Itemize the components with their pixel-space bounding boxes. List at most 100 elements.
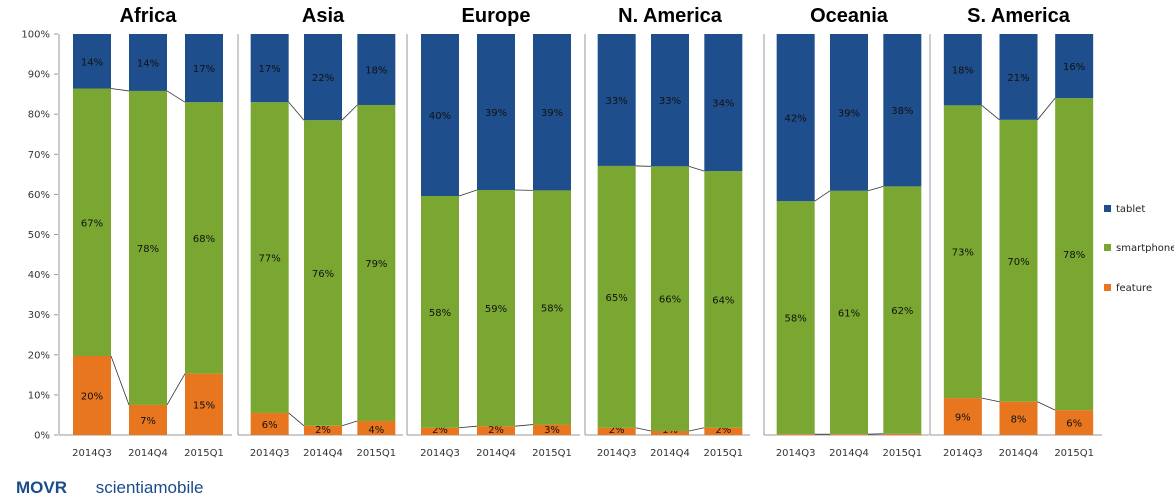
bar-feature bbox=[357, 420, 396, 435]
data-label-smartphone: 78% bbox=[1063, 250, 1085, 261]
x-category-label: 2014Q3 bbox=[250, 448, 290, 459]
data-label-tablet: 17% bbox=[193, 64, 215, 75]
data-label-feature: 4% bbox=[368, 425, 384, 436]
legend-label-tablet: tablet bbox=[1116, 204, 1145, 215]
y-tick-label: 70% bbox=[28, 150, 50, 161]
x-category-label: 2014Q4 bbox=[999, 448, 1039, 459]
data-label-tablet: 33% bbox=[606, 96, 628, 107]
data-label-smartphone: 67% bbox=[81, 218, 103, 229]
data-label-smartphone: 58% bbox=[785, 314, 807, 325]
data-label-feature: 9% bbox=[955, 413, 971, 424]
series-connector bbox=[867, 185, 884, 192]
bar-tablet bbox=[533, 34, 571, 191]
bar-tablet bbox=[1055, 34, 1094, 99]
x-category-label: 2015Q1 bbox=[356, 448, 396, 459]
x-category-label: 2014Q3 bbox=[72, 448, 112, 459]
x-category-label: 2014Q3 bbox=[420, 448, 460, 459]
data-label-tablet: 14% bbox=[81, 57, 103, 68]
x-category-label: 2014Q4 bbox=[476, 448, 516, 459]
y-tick-label: 10% bbox=[28, 390, 50, 401]
bar-smartphone bbox=[704, 171, 743, 428]
y-tick-label: 50% bbox=[28, 230, 50, 241]
bar-feature bbox=[250, 412, 289, 435]
bar-smartphone bbox=[421, 196, 459, 428]
bar-smartphone bbox=[533, 190, 571, 425]
data-label-feature: 2% bbox=[432, 425, 448, 436]
panel-title: N. America bbox=[618, 5, 723, 27]
bar-tablet bbox=[250, 34, 289, 103]
x-category-label: 2014Q4 bbox=[650, 448, 690, 459]
data-label-feature: 8% bbox=[1011, 414, 1027, 425]
bar-smartphone bbox=[304, 120, 342, 426]
bar-tablet bbox=[776, 34, 815, 202]
bar-feature bbox=[129, 404, 167, 435]
data-label-tablet: 39% bbox=[541, 108, 563, 119]
series-connector bbox=[458, 189, 478, 197]
bar-smartphone bbox=[129, 90, 167, 405]
data-label-tablet: 39% bbox=[485, 108, 507, 119]
y-tick-label: 20% bbox=[28, 350, 50, 361]
bar-smartphone bbox=[357, 104, 396, 421]
data-label-tablet: 17% bbox=[259, 64, 281, 75]
bar-feature bbox=[776, 434, 815, 435]
bar-smartphone bbox=[943, 105, 982, 399]
bar-smartphone bbox=[477, 189, 515, 427]
data-label-tablet: 16% bbox=[1063, 62, 1085, 73]
data-label-smartphone: 66% bbox=[659, 295, 681, 306]
data-label-tablet: 33% bbox=[659, 96, 681, 107]
x-category-label: 2015Q1 bbox=[703, 448, 743, 459]
panel-title: Europe bbox=[462, 5, 531, 27]
x-category-label: 2014Q4 bbox=[829, 448, 869, 459]
bar-smartphone bbox=[250, 102, 289, 413]
data-label-feature: 2% bbox=[488, 425, 504, 436]
data-label-smartphone: 77% bbox=[259, 254, 281, 265]
x-category-label: 2015Q1 bbox=[1054, 448, 1094, 459]
data-label-smartphone: 70% bbox=[1007, 257, 1029, 268]
legend-swatch-feature bbox=[1104, 284, 1111, 291]
bar-tablet bbox=[704, 34, 743, 172]
bar-feature bbox=[651, 430, 689, 435]
bar-feature bbox=[304, 425, 342, 435]
bar-smartphone bbox=[830, 190, 868, 435]
footer: MOVR scientiamobile bbox=[16, 478, 203, 498]
data-label-tablet: 18% bbox=[952, 66, 974, 77]
bar-smartphone bbox=[73, 88, 111, 357]
bar-smartphone bbox=[651, 166, 689, 431]
data-label-tablet: 22% bbox=[312, 73, 334, 84]
data-label-smartphone: 78% bbox=[137, 244, 159, 255]
series-connector bbox=[110, 88, 130, 92]
bar-feature bbox=[999, 401, 1038, 435]
data-label-smartphone: 73% bbox=[952, 248, 974, 259]
data-label-smartphone: 58% bbox=[541, 303, 563, 314]
data-label-feature: 7% bbox=[140, 416, 156, 427]
data-label-feature: 20% bbox=[81, 392, 103, 403]
data-label-feature: 2% bbox=[715, 425, 731, 436]
bar-tablet bbox=[421, 34, 459, 197]
y-tick-label: 60% bbox=[28, 190, 50, 201]
bar-feature bbox=[477, 426, 515, 435]
data-label-smartphone: 64% bbox=[712, 295, 734, 306]
bar-tablet bbox=[651, 34, 689, 167]
y-tick-label: 90% bbox=[28, 70, 50, 81]
bar-tablet bbox=[597, 34, 636, 166]
bar-smartphone bbox=[776, 201, 815, 435]
data-label-tablet: 34% bbox=[712, 99, 734, 110]
bar-feature bbox=[73, 356, 111, 435]
bar-feature bbox=[1055, 410, 1094, 435]
data-label-tablet: 21% bbox=[1007, 73, 1029, 84]
series-connector bbox=[1037, 97, 1056, 121]
data-label-tablet: 39% bbox=[838, 108, 860, 119]
legend-swatch-tablet bbox=[1104, 205, 1111, 212]
bar-feature bbox=[597, 427, 636, 435]
series-connector bbox=[514, 424, 534, 427]
bar-feature bbox=[883, 433, 922, 435]
x-category-label: 2015Q1 bbox=[532, 448, 572, 459]
data-label-feature: 15% bbox=[193, 400, 215, 411]
series-connector bbox=[981, 397, 1000, 403]
bar-feature bbox=[533, 424, 571, 435]
data-label-tablet: 42% bbox=[785, 114, 807, 125]
panel-title: Africa bbox=[120, 5, 178, 27]
data-label-smartphone: 79% bbox=[365, 259, 387, 270]
bar-tablet bbox=[883, 34, 922, 187]
series-connector bbox=[288, 101, 305, 121]
